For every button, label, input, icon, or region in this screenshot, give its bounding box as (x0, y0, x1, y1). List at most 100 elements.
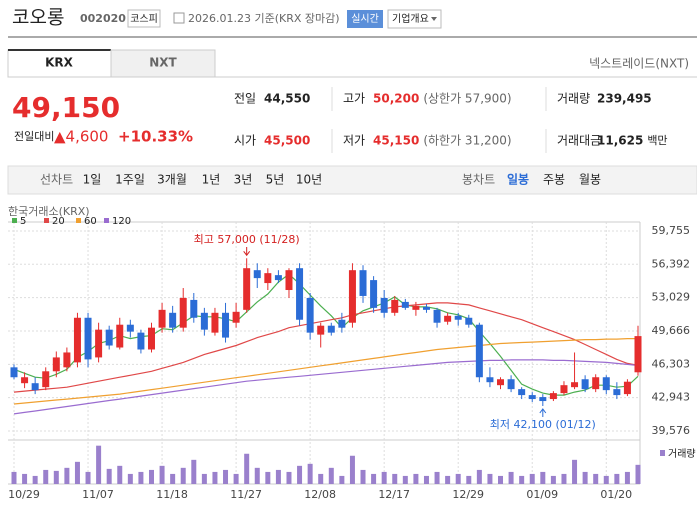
realtime-button[interactable] (347, 10, 383, 28)
volume-bar (603, 475, 609, 484)
overview-button[interactable] (387, 9, 442, 29)
stat-value: 44,550 (264, 92, 310, 106)
volume-bar (371, 473, 377, 484)
stock-name: 코오롱 (12, 7, 64, 29)
stat-label: 전일 (234, 92, 256, 106)
period-button[interactable]: 1일 (83, 173, 102, 187)
volume-bar (392, 473, 398, 484)
candle-body (412, 305, 420, 310)
candle-body (486, 377, 494, 383)
candle-body (84, 317, 92, 360)
candle-body (518, 389, 526, 396)
volume-bar (53, 470, 59, 484)
candle-body (560, 385, 568, 394)
volume-bar (572, 459, 578, 484)
volume-bar (138, 471, 144, 484)
volume-bar (593, 473, 599, 484)
candle-body (296, 268, 304, 320)
candle-body (222, 312, 230, 338)
volume-bar (508, 471, 514, 484)
volume-bar (413, 473, 419, 484)
candle-body (42, 371, 50, 388)
volume-bar (286, 471, 292, 484)
candle-period-button[interactable]: 주봉 (543, 173, 565, 187)
period-button[interactable]: 3개월 (157, 173, 187, 187)
volume-bar (117, 465, 123, 484)
market-badge (127, 9, 161, 28)
volume-bar (148, 469, 154, 484)
chart-source: 한국거래소(KRX) (8, 205, 90, 218)
candle-body (21, 377, 29, 384)
candle-body (274, 275, 282, 281)
tab-nxt[interactable] (110, 49, 216, 78)
candle-body (179, 297, 187, 328)
volume-bar (519, 475, 525, 484)
volume-legend-swatch (660, 450, 665, 456)
stat-label: 고가 (343, 92, 365, 106)
stat-value: 11,625 (597, 134, 643, 148)
volume-bar (307, 463, 313, 484)
current-price: 49,150 (12, 91, 120, 124)
volume-label: 거래량 (668, 448, 696, 460)
volume-bar (445, 475, 451, 484)
volume-bar (223, 469, 229, 484)
ma-line (13, 359, 639, 415)
y-tick-label: 53,029 (652, 291, 691, 304)
candle-body (338, 319, 346, 328)
legend-label: 5 (20, 216, 26, 227)
candle-body (528, 395, 536, 400)
volume-bar (402, 475, 408, 484)
ma-line (13, 338, 638, 405)
candle-body (327, 325, 335, 333)
legend-label: 120 (112, 216, 131, 227)
volume-bar (297, 465, 303, 484)
ma-line (13, 302, 639, 393)
y-tick-label: 56,392 (652, 257, 691, 270)
high-annotation: 최고 57,000 (11/28) (194, 233, 300, 246)
volume-bar (254, 467, 260, 484)
volume-bar (74, 461, 80, 484)
candle-body (433, 309, 441, 323)
nxt-link[interactable]: 넥스트레이드(NXT) (589, 57, 689, 71)
candle-period-button[interactable]: 일봉 (507, 173, 529, 187)
legend-label: 20 (52, 216, 65, 227)
y-tick-label: 49,666 (652, 324, 691, 337)
volume-bar (498, 475, 504, 484)
period-button[interactable]: 10년 (296, 173, 322, 187)
volume-bar (455, 473, 461, 484)
realtime: 실시간 (351, 13, 379, 25)
period-button[interactable]: 3년 (234, 173, 253, 187)
candle-body (200, 312, 208, 330)
date: 2026.01.23 기준(KRX 장마감) (188, 12, 340, 25)
volume-bar (476, 469, 482, 484)
low-arrow-head (539, 408, 547, 414)
stat-note: (상한가 57,900) (423, 92, 511, 106)
volume-bar (423, 475, 429, 484)
market: 코스피 (130, 13, 158, 25)
y-tick-label: 59,755 (652, 224, 691, 237)
y-tick-label: 39,576 (652, 424, 691, 437)
candle-body (613, 389, 621, 396)
volume-bar (85, 471, 91, 484)
volume-bar (43, 469, 49, 484)
period-button[interactable]: 5년 (266, 173, 285, 187)
candle-body (73, 317, 81, 363)
candle-body (232, 311, 240, 323)
volume-bar (318, 473, 324, 484)
y-tick-label: 42,943 (652, 391, 691, 404)
candle-body (465, 317, 473, 325)
low-annotation: 최저 42,100 (01/12) (490, 418, 596, 431)
volume-bar (106, 468, 112, 484)
period-button[interactable]: 1주일 (115, 173, 145, 187)
period-button[interactable]: 1년 (202, 173, 221, 187)
candle-body (549, 393, 557, 400)
x-tick-label: 11/07 (82, 488, 114, 501)
candle-body (623, 381, 631, 395)
candle-body (370, 280, 378, 308)
change-pct: +10.33% (118, 128, 193, 146)
stat-label: 시가 (234, 134, 256, 148)
candle-period-button[interactable]: 월봉 (579, 173, 601, 187)
toolbar (7, 165, 697, 195)
